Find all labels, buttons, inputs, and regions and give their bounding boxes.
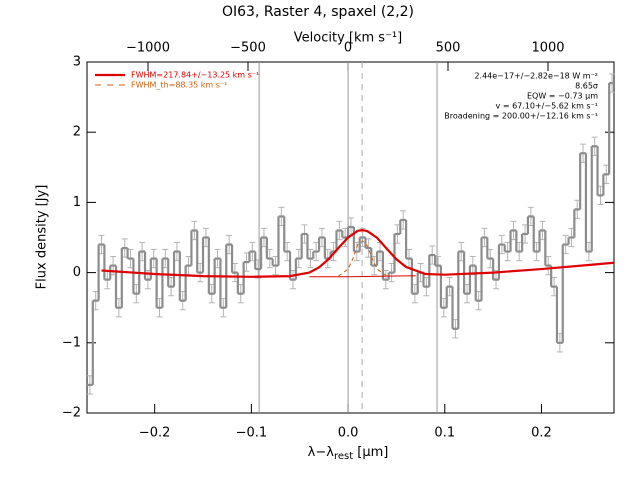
x2-tick-label: −500: [230, 41, 266, 56]
x2-tick-label: −1000: [126, 41, 170, 56]
x2-tick-label: 0: [344, 41, 352, 56]
y-tick-label: 1: [73, 195, 81, 210]
annotation: 8.65σ: [575, 82, 598, 91]
fit-line: [101, 229, 615, 278]
x-label-sub: rest: [334, 451, 353, 462]
plot-frame: [86, 61, 615, 414]
x2-tick-label: 500: [436, 41, 461, 56]
x-label-part: [μm]: [353, 445, 388, 460]
y-axis-label: Flux density [Jy]: [35, 185, 50, 290]
legend-label: FWHM=217.84+/−13.25 km s⁻¹: [131, 71, 259, 80]
y-tick-label: −2: [62, 406, 81, 421]
legend-label: FWHM_th=88.35 km s⁻¹: [131, 81, 227, 90]
annotation: 2.44e−17+/−2.82e−18 W m⁻²: [474, 72, 598, 81]
x-label-part: λ−λ: [308, 445, 335, 460]
y-tick-label: 2: [73, 125, 81, 140]
annotation: v = 67.10+/−5.62 km s⁻¹: [496, 102, 598, 111]
continuum-line: [309, 275, 416, 278]
x-tick-label: 0.1: [434, 426, 455, 441]
x-tick-label: −0.1: [236, 426, 268, 441]
x2-axis-label: Velocity [km s⁻¹]: [294, 31, 402, 46]
annotation: Broadening = 200.00+/−12.16 km s⁻¹: [444, 112, 598, 121]
x-tick-label: −0.2: [139, 426, 171, 441]
annotation: EQW = −0.73 μm: [527, 92, 598, 101]
y-tick-label: 0: [73, 265, 81, 280]
x-tick-label: 0.0: [338, 426, 359, 441]
x2-tick-label: 1000: [531, 41, 564, 56]
y-tick-label: −1: [62, 335, 81, 350]
fit-line: [338, 240, 388, 277]
x-axis-label: λ−λrest [μm]: [308, 445, 389, 463]
y-tick-label: 3: [73, 55, 81, 70]
x-tick-label: 0.2: [531, 426, 552, 441]
chart-title: OI63, Raster 4, spaxel (2,2): [222, 4, 414, 20]
